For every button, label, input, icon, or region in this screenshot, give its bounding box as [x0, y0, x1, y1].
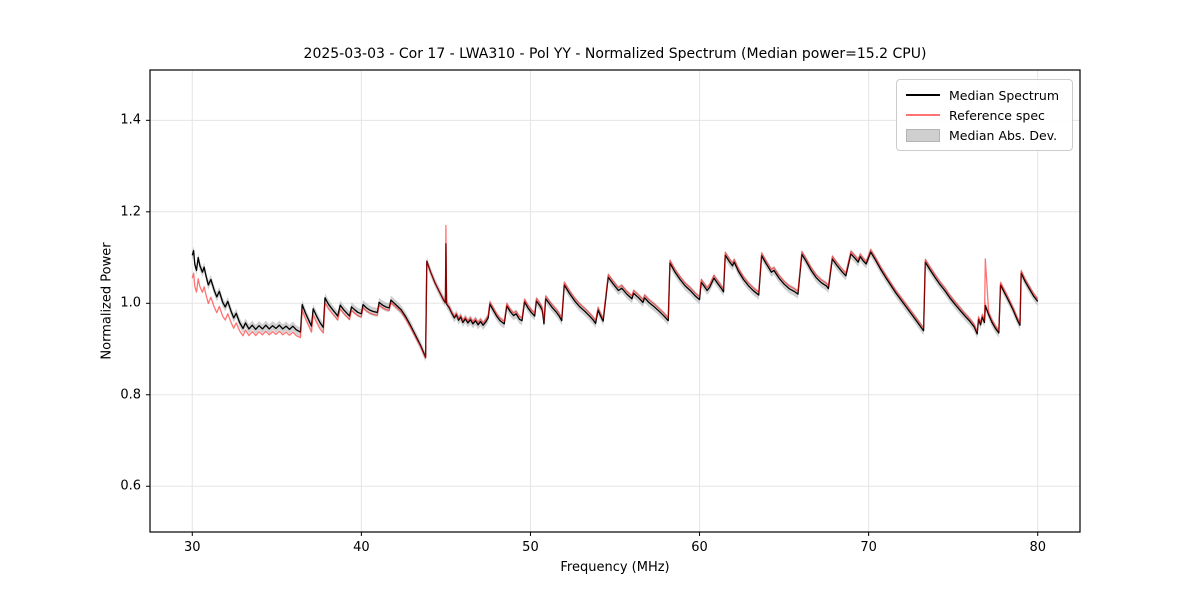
- x-tick-label: 60: [691, 540, 708, 555]
- x-tick-label: 50: [522, 540, 539, 555]
- chart-title: 2025-03-03 - Cor 17 - LWA310 - Pol YY - …: [303, 46, 927, 62]
- x-axis-label: Frequency (MHz): [560, 560, 670, 575]
- reference-spec-line-sample: [906, 114, 940, 116]
- x-tick-label: 40: [353, 540, 370, 555]
- black-line-icon: [906, 94, 940, 96]
- y-tick-label: 0.8: [120, 387, 141, 403]
- y-tick-label: 1.0: [120, 295, 141, 311]
- x-tick-label: 70: [860, 540, 877, 555]
- legend-label: Median Spectrum: [949, 87, 1060, 103]
- y-axis-label-text: Normalized Power: [99, 242, 115, 360]
- legend-label: Reference spec: [949, 107, 1045, 123]
- red-line-icon: [906, 114, 940, 116]
- x-tick-label: 30: [183, 540, 201, 555]
- y-tick-label: 0.6: [120, 478, 141, 494]
- legend: Median Spectrum Reference spec Median Ab…: [896, 79, 1073, 151]
- gray-patch-icon: [906, 128, 940, 142]
- legend-item-reference-spec: Reference spec: [906, 105, 1064, 125]
- legend-item-median-abs-dev: Median Abs. Dev.: [906, 125, 1064, 145]
- y-tick-label: 1.2: [120, 204, 141, 220]
- mad-patch-sample: [906, 128, 940, 142]
- x-tick-label: 80: [1029, 540, 1046, 555]
- legend-item-median-spectrum: Median Spectrum: [906, 85, 1064, 105]
- legend-label: Median Abs. Dev.: [949, 127, 1058, 143]
- median-spectrum-line-sample: [906, 94, 940, 96]
- y-tick-label: 1.4: [120, 112, 141, 128]
